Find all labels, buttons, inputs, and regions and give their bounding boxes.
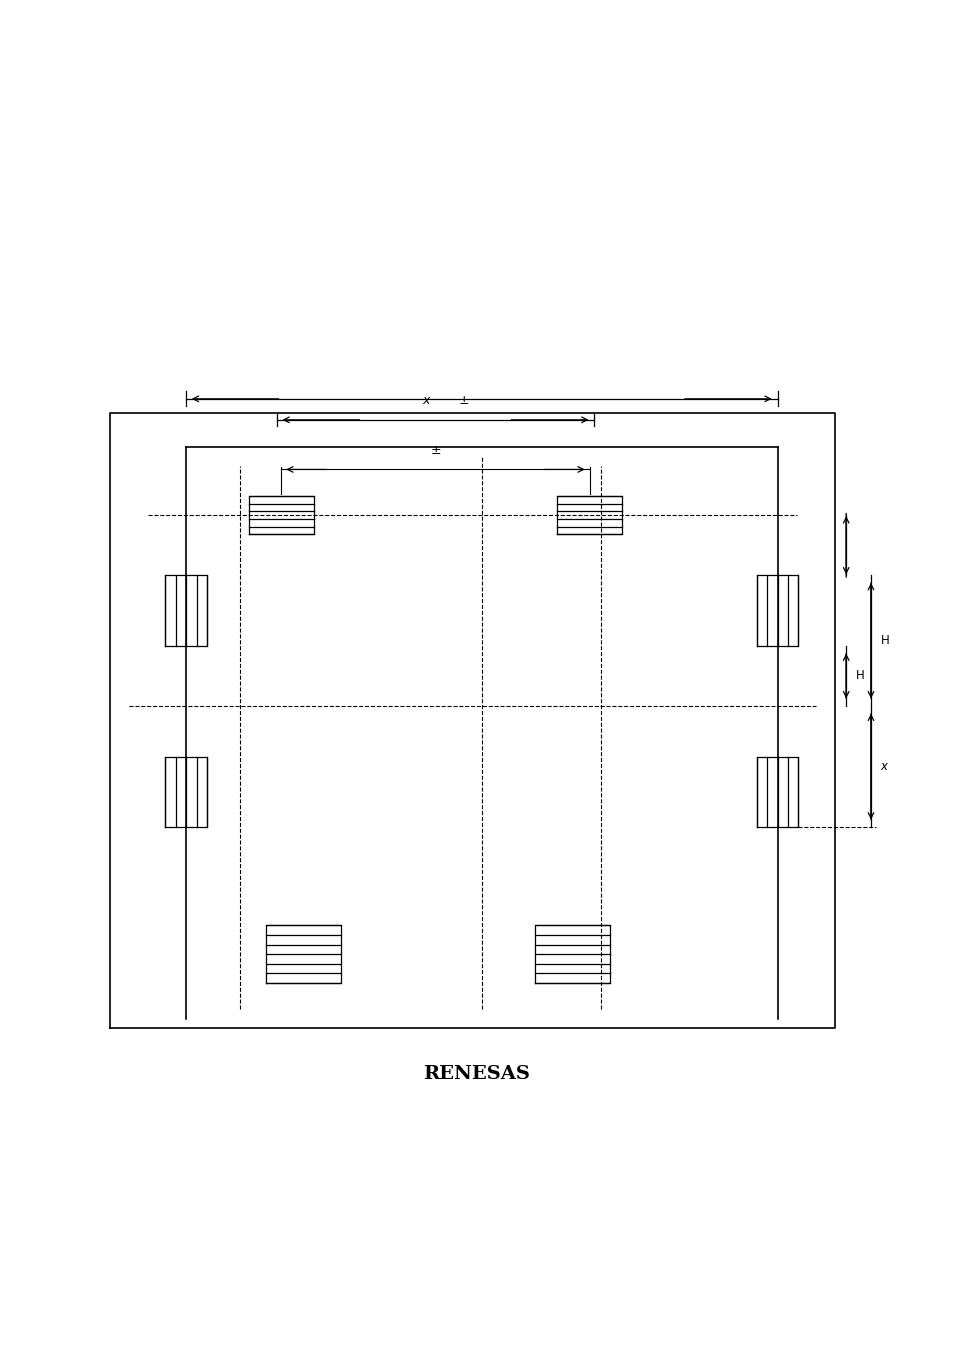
Text: ±: ± [458, 394, 469, 408]
Text: x: x [422, 394, 429, 408]
Text: H: H [880, 634, 888, 647]
Text: x: x [880, 761, 886, 773]
Text: ±: ± [430, 444, 440, 457]
Text: H: H [855, 670, 863, 682]
Text: RENESAS: RENESAS [423, 1066, 530, 1084]
